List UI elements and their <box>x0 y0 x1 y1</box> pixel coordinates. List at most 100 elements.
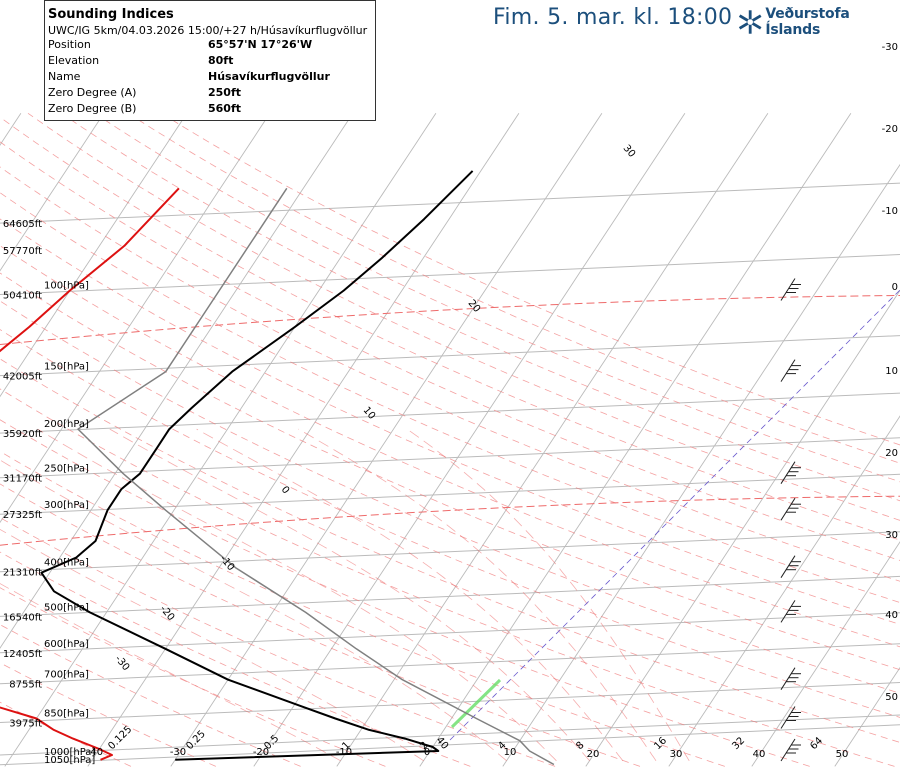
wind-barb <box>780 555 801 578</box>
height-tick-label: 12405ft <box>3 649 42 660</box>
isotherm-label: 10 <box>361 405 378 422</box>
height-tick-label: 57770ft <box>3 246 42 257</box>
dry-adiabat-line <box>0 517 556 767</box>
wind-barb-shaft <box>780 497 796 521</box>
right-axis-label: 50 <box>885 692 898 703</box>
isotherm-label: 30 <box>621 143 638 160</box>
pressure-tick-label: 700[hPa] <box>44 670 89 681</box>
height-tick-label: 31170ft <box>3 474 42 485</box>
index-row: Name Húsavíkurflugvöllur <box>45 69 375 85</box>
wind-barb-shaft <box>780 555 796 578</box>
isobar-line <box>0 531 900 573</box>
index-key: Position <box>48 38 91 51</box>
index-value: 560ft <box>208 102 242 115</box>
dry-adiabat-line <box>0 483 641 767</box>
snowflake-logo-icon <box>738 10 762 34</box>
brand-logo: Veðurstofa Íslands <box>738 6 900 38</box>
wind-barbs <box>780 278 801 762</box>
isotherm-line <box>0 113 105 272</box>
mixing-ratio-label: 64 <box>808 735 825 752</box>
height-tick-label: 3975ft <box>9 718 42 729</box>
pressure-tick-label: 250[hPa] <box>44 464 89 475</box>
height-tick-label: 50410ft <box>3 290 42 301</box>
moist-adiabat-line <box>37 428 557 762</box>
isotherm-line <box>336 113 769 767</box>
height-tick-label: 8755ft <box>9 680 42 691</box>
bottom-axis-label: 20 <box>587 749 600 760</box>
height-tick-label: 27325ft <box>3 510 42 521</box>
wind-barb <box>780 600 801 623</box>
wind-barb <box>780 278 801 301</box>
wind-barb-shaft <box>780 278 796 301</box>
index-key: Elevation <box>48 54 100 67</box>
isotherm-line <box>87 113 520 767</box>
bottom-axis-label: -40 <box>87 747 103 758</box>
mixing-ratio-label: 8 <box>574 740 586 752</box>
tropopause-line <box>0 295 900 345</box>
index-row: Elevation 80ft <box>45 53 375 69</box>
height-tick-label: 21310ft <box>3 568 42 579</box>
sounding-indices-panel: Sounding Indices UWC/IG 5km/04.03.2026 1… <box>44 0 376 121</box>
height-tick-label: 35920ft <box>3 429 42 440</box>
brand-name: Veðurstofa Íslands <box>765 6 850 38</box>
isobar-line <box>0 254 900 295</box>
isobar-line <box>0 682 900 723</box>
isotherm-line <box>253 113 686 767</box>
chart-labels: 64605ft 57770ft 50410ft 42005ft 35920ft 31170… <box>3 42 898 766</box>
parcel-line <box>77 187 555 766</box>
pressure-tick-label: 500[hPa] <box>44 602 89 613</box>
dry-adiabat-line <box>0 300 900 694</box>
pressure-tick-label: 300[hPa] <box>44 500 89 511</box>
wind-barb-shaft <box>780 359 796 382</box>
dry-adiabat-line <box>0 272 900 671</box>
dry-adiabat-line <box>0 587 386 767</box>
bottom-axis-label: 0 <box>424 747 430 758</box>
isotherm-line <box>0 113 271 524</box>
dry-adiabat-line <box>0 358 900 743</box>
temperature-line <box>40 170 474 761</box>
pressure-tick-label: 150[hPa] <box>44 362 89 373</box>
dry-adiabat-line <box>127 112 900 464</box>
index-value: Húsavíkurflugvöllur <box>208 70 330 83</box>
chart-series <box>0 170 555 766</box>
index-row: Position 65°57'N 17°26'W <box>45 37 375 53</box>
panel-subtitle: UWC/IG 5km/04.03.2026 15:00/+27 h/Húsaví… <box>48 24 368 37</box>
dry-adiabat-line <box>0 218 900 625</box>
height-tick-label: 64605ft <box>3 219 42 230</box>
dry-adiabat-line <box>61 112 900 502</box>
dewpoint-line <box>0 187 180 761</box>
height-tick-label: 16540ft <box>3 612 42 623</box>
index-value: 65°57'N 17°26'W <box>208 38 313 51</box>
right-axis-label: 0 <box>892 282 898 293</box>
right-axis-label: 30 <box>885 530 898 541</box>
wind-barb-shaft <box>780 600 796 623</box>
mixing-ratio-label: 0.25 <box>184 729 208 753</box>
moist-adiabat-line <box>196 428 624 762</box>
bottom-axis-label: -20 <box>253 747 269 758</box>
bottom-axis-label: 40 <box>753 749 766 760</box>
height-tick-label: 42005ft <box>3 372 42 383</box>
moist-adiabat-line <box>0 583 341 762</box>
pressure-tick-label: 850[hPa] <box>44 708 89 719</box>
dry-adiabat-line <box>0 388 895 767</box>
isotherm-label: 0 <box>279 484 292 496</box>
dry-adiabat-line <box>161 112 900 446</box>
pressure-tick-label: 100[hPa] <box>44 280 89 291</box>
wind-barb <box>780 667 801 690</box>
mixing-ratio-label: 16 <box>652 735 669 752</box>
right-axis-label: 10 <box>885 366 898 377</box>
mixing-ratio-label: 0.125 <box>106 724 134 752</box>
dry-adiabat-line <box>0 419 810 767</box>
wind-barb <box>780 359 801 382</box>
pressure-tick-label: 1000[hPa] <box>44 747 95 758</box>
dry-adiabat-line <box>0 166 900 582</box>
right-axis-label: -20 <box>882 124 898 135</box>
bottom-axis-label: -10 <box>336 747 352 758</box>
isotherm-line <box>0 113 354 649</box>
dry-adiabat-line <box>0 450 725 767</box>
wind-barb <box>780 497 801 521</box>
wind-barb-shaft <box>780 706 796 729</box>
right-axis-label: 40 <box>885 610 898 621</box>
pressure-tick-label: 200[hPa] <box>44 419 89 430</box>
isotherm-label: -10 <box>217 554 236 574</box>
